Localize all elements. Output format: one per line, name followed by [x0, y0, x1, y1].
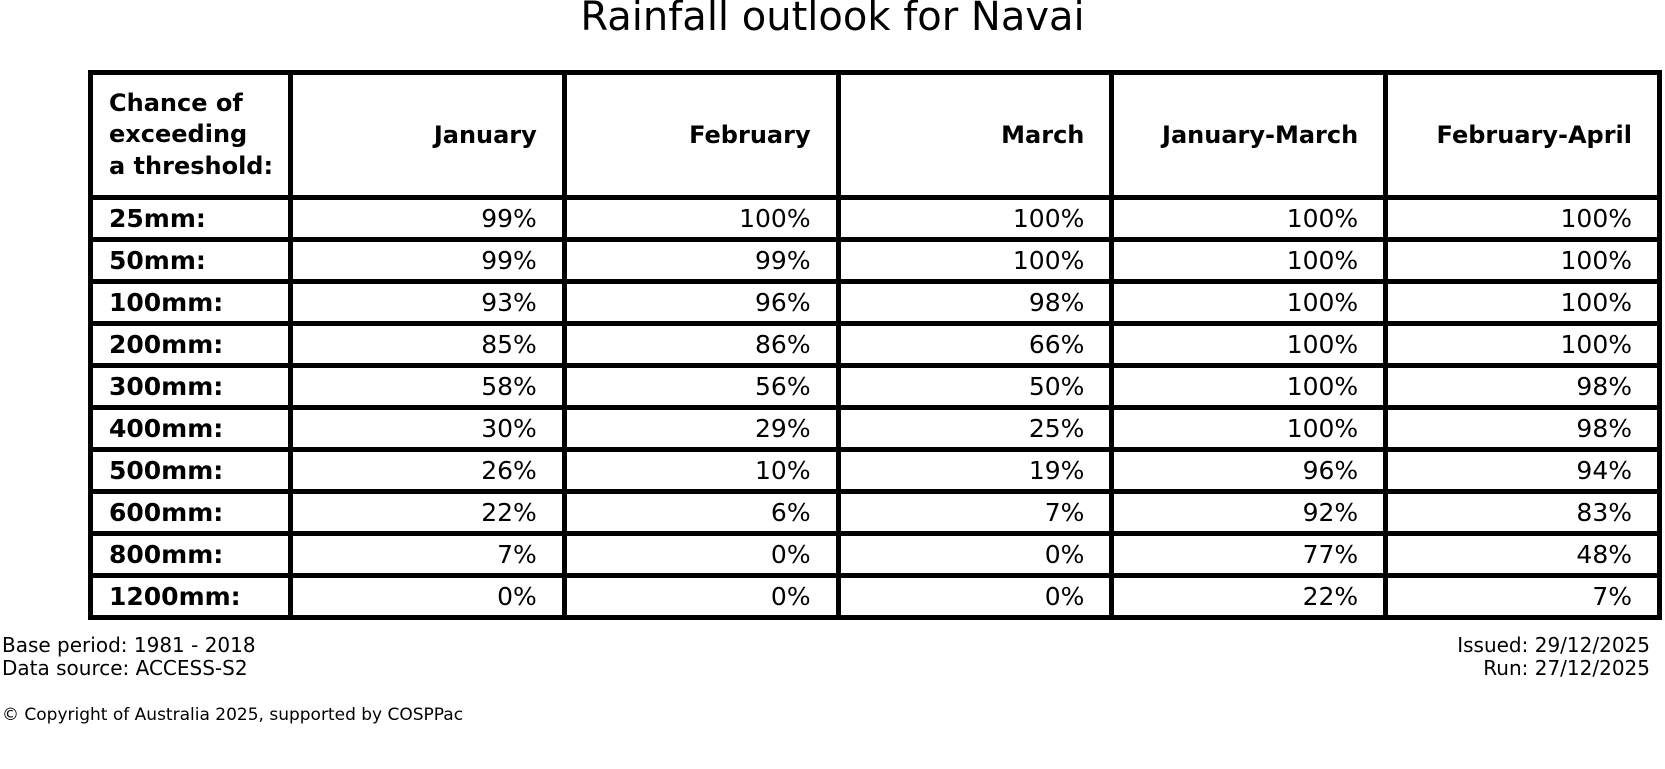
value-cell: 26%: [288, 447, 567, 494]
threshold-label: 25mm:: [88, 195, 293, 242]
value-cell: 7%: [288, 531, 567, 578]
issued-date-text: Issued: 29/12/2025: [1457, 633, 1650, 657]
threshold-label: 200mm:: [88, 321, 293, 368]
threshold-label: 800mm:: [88, 531, 293, 578]
value-cell: 100%: [835, 195, 1115, 242]
value-cell: 83%: [1383, 489, 1662, 536]
value-cell: 98%: [1383, 405, 1662, 452]
value-cell: 100%: [1109, 279, 1389, 326]
value-cell: 6%: [561, 489, 841, 536]
value-cell: 100%: [1383, 195, 1662, 242]
corner-header: Chance of exceeding a threshold:: [88, 70, 293, 200]
value-cell: 77%: [1109, 531, 1389, 578]
table-row-100mm: 100mm: 93% 96% 98% 100% 100%: [88, 279, 1662, 326]
value-cell: 86%: [561, 321, 841, 368]
value-cell: 99%: [288, 237, 567, 284]
footer-left: Base period: 1981 - 2018 Data source: AC…: [2, 634, 256, 680]
table-row-600mm: 600mm: 22% 6% 7% 92% 83%: [88, 489, 1662, 536]
threshold-label: 500mm:: [88, 447, 293, 494]
table-row-25mm: 25mm: 99% 100% 100% 100% 100%: [88, 195, 1662, 242]
table-body: 25mm: 99% 100% 100% 100% 100% 50mm: 99% 99% 100% 1…: [88, 195, 1662, 620]
value-cell: 7%: [1383, 573, 1662, 620]
value-cell: 100%: [1109, 363, 1389, 410]
table-row-200mm: 200mm: 85% 86% 66% 100% 100%: [88, 321, 1662, 368]
value-cell: 30%: [288, 405, 567, 452]
value-cell: 7%: [835, 489, 1115, 536]
value-cell: 0%: [288, 573, 567, 620]
value-cell: 100%: [1109, 405, 1389, 452]
header-row: Chance of exceeding a threshold: January…: [88, 70, 1662, 200]
value-cell: 100%: [1109, 195, 1389, 242]
column-header-february-april: February-April: [1383, 70, 1662, 200]
table-row-800mm: 800mm: 7% 0% 0% 77% 48%: [88, 531, 1662, 578]
value-cell: 100%: [1109, 321, 1389, 368]
copyright-text: © Copyright of Australia 2025, supported…: [2, 705, 464, 725]
value-cell: 50%: [835, 363, 1115, 410]
value-cell: 98%: [1383, 363, 1662, 410]
value-cell: 22%: [1109, 573, 1389, 620]
threshold-label: 300mm:: [88, 363, 293, 410]
value-cell: 98%: [835, 279, 1115, 326]
value-cell: 29%: [561, 405, 841, 452]
column-header-january-march: January-March: [1109, 70, 1389, 200]
footer-right: Issued: 29/12/2025 Run: 27/12/2025: [1457, 634, 1650, 680]
threshold-label: 400mm:: [88, 405, 293, 452]
column-header-march: March: [835, 70, 1115, 200]
value-cell: 48%: [1383, 531, 1662, 578]
table-row-500mm: 500mm: 26% 10% 19% 96% 94%: [88, 447, 1662, 494]
value-cell: 56%: [561, 363, 841, 410]
value-cell: 19%: [835, 447, 1115, 494]
value-cell: 100%: [561, 195, 841, 242]
rainfall-outlook-table: Chance of exceeding a threshold: January…: [88, 70, 1662, 620]
table-row-400mm: 400mm: 30% 29% 25% 100% 98%: [88, 405, 1662, 452]
threshold-label: 50mm:: [88, 237, 293, 284]
table-row-300mm: 300mm: 58% 56% 50% 100% 98%: [88, 363, 1662, 410]
value-cell: 93%: [288, 279, 567, 326]
value-cell: 96%: [1109, 447, 1389, 494]
value-cell: 58%: [288, 363, 567, 410]
value-cell: 100%: [1383, 279, 1662, 326]
value-cell: 66%: [835, 321, 1115, 368]
table-row-1200mm: 1200mm: 0% 0% 0% 22% 7%: [88, 573, 1662, 620]
value-cell: 22%: [288, 489, 567, 536]
value-cell: 100%: [1109, 237, 1389, 284]
threshold-label: 600mm:: [88, 489, 293, 536]
threshold-label: 100mm:: [88, 279, 293, 326]
value-cell: 0%: [561, 531, 841, 578]
value-cell: 10%: [561, 447, 841, 494]
page-title: Rainfall outlook for Navai: [580, 0, 1085, 40]
value-cell: 100%: [1383, 237, 1662, 284]
base-period-text: Base period: 1981 - 2018: [2, 633, 256, 657]
value-cell: 100%: [1383, 321, 1662, 368]
value-cell: 92%: [1109, 489, 1389, 536]
value-cell: 0%: [561, 573, 841, 620]
value-cell: 0%: [835, 573, 1115, 620]
value-cell: 94%: [1383, 447, 1662, 494]
threshold-label: 1200mm:: [88, 573, 293, 620]
column-header-february: February: [561, 70, 841, 200]
run-date-text: Run: 27/12/2025: [1483, 656, 1650, 680]
table-row-50mm: 50mm: 99% 99% 100% 100% 100%: [88, 237, 1662, 284]
value-cell: 99%: [561, 237, 841, 284]
table-header: Chance of exceeding a threshold: January…: [88, 70, 1662, 200]
value-cell: 0%: [835, 531, 1115, 578]
value-cell: 100%: [835, 237, 1115, 284]
data-source-text: Data source: ACCESS-S2: [2, 656, 248, 680]
column-header-january: January: [288, 70, 567, 200]
value-cell: 99%: [288, 195, 567, 242]
value-cell: 85%: [288, 321, 567, 368]
value-cell: 25%: [835, 405, 1115, 452]
value-cell: 96%: [561, 279, 841, 326]
